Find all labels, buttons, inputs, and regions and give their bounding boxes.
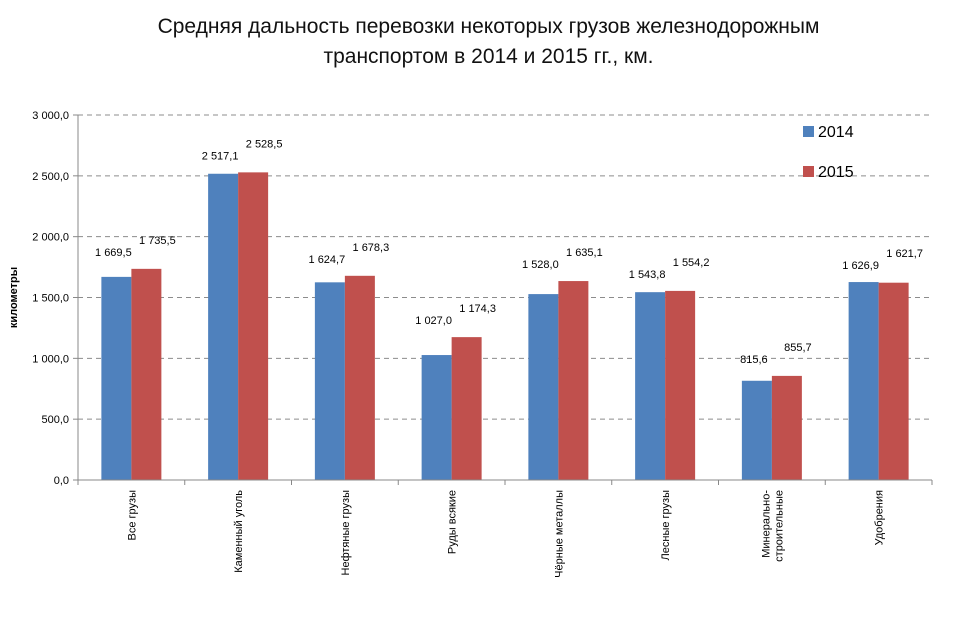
x-category-label-line: Удобрения	[874, 490, 886, 545]
x-category-label-line: Лесные грузы	[660, 490, 672, 561]
legend-swatch-2014	[803, 126, 814, 137]
data-label-2014: 1 528,0	[522, 259, 559, 271]
data-label-2014: 1 626,9	[842, 260, 879, 272]
data-label-2014: 2 517,1	[202, 150, 239, 162]
x-category-label-line: строительные	[773, 490, 785, 562]
y-tick-label: 2 500,0	[32, 171, 69, 183]
x-category-label: Нефтяные грузы	[340, 490, 352, 576]
bar-2015	[558, 281, 589, 480]
legend-label-2014: 2014	[818, 124, 854, 141]
x-category-label: Руды всякие	[447, 490, 459, 554]
axes: 0,0 500,0 1 000,0 1 500,0 2 000,0 2 500,0 3 00…	[8, 110, 933, 578]
chart-title-line-2: транспортом в 2014 и 2015 гг., км.	[323, 45, 654, 68]
data-label-2015: 1 735,5	[139, 235, 176, 247]
chart-title: Средняя дальность перевозки некоторых гр…	[0, 12, 977, 72]
data-label-2014: 1 669,5	[95, 247, 132, 259]
y-tick-label: 3 000,0	[32, 110, 69, 122]
x-category-label: Удобрения	[874, 490, 886, 545]
data-label-2015: 1 174,3	[459, 303, 496, 315]
x-category-label: Все грузы	[126, 490, 138, 541]
x-category-label: Лесные грузы	[660, 490, 672, 561]
x-category-label-line: Чёрные металлы	[553, 490, 565, 578]
bar-2014	[208, 173, 239, 480]
data-label-2014: 1 624,7	[309, 254, 346, 266]
bar-2014	[528, 294, 559, 480]
data-label-2015: 1 635,1	[566, 247, 603, 259]
bar-2015	[878, 282, 909, 480]
bar-2014	[848, 282, 879, 480]
data-label-2015: 1 621,7	[886, 248, 923, 260]
chart-title-line-1: Средняя дальность перевозки некоторых гр…	[157, 15, 820, 38]
legend-swatch-2015	[803, 166, 814, 177]
bar-2015	[451, 337, 482, 480]
data-label-2014: 1 027,0	[415, 315, 452, 327]
bar-2014	[101, 276, 132, 480]
data-label-2014: 1 543,8	[629, 269, 666, 281]
legend-label-2015: 2015	[818, 164, 854, 181]
y-tick-label: 1 000,0	[32, 353, 69, 365]
bar-2015	[131, 268, 162, 480]
x-category-label: Каменный уголь	[233, 490, 245, 573]
data-label-2015: 855,7	[784, 342, 812, 354]
data-label-2015: 1 678,3	[353, 242, 390, 254]
bar-2015	[238, 172, 269, 480]
y-tick-label: 1 500,0	[32, 293, 69, 305]
y-tick-label: 500,0	[41, 414, 69, 426]
bar-2015	[344, 275, 375, 480]
bar-2015	[665, 290, 696, 480]
bar-2014	[421, 355, 452, 480]
data-label-2015: 2 528,5	[246, 138, 283, 150]
y-axis-label: километры	[8, 267, 20, 328]
x-category-label: Чёрные металлы	[553, 490, 565, 578]
x-category-label-line: Все грузы	[126, 490, 138, 541]
y-tick-label: 2 000,0	[32, 232, 69, 244]
data-labels: 1 669,5 1 735,5 2 517,1 2 528,5 1 624,7 1 678…	[95, 138, 923, 366]
legend: 2014 2015	[803, 124, 854, 181]
y-tick-label: 0,0	[54, 475, 69, 487]
bar-2015	[771, 375, 802, 480]
x-category-label-line: Нефтяные грузы	[340, 490, 352, 576]
data-label-2014: 815,6	[740, 354, 768, 366]
bar-2014	[741, 380, 772, 480]
bars	[101, 172, 909, 480]
x-category-label-line: Каменный уголь	[233, 490, 245, 573]
data-label-2015: 1 554,2	[673, 257, 710, 269]
x-category-label-line: Минерально-	[760, 490, 772, 558]
bar-2014	[314, 282, 345, 480]
x-category-label: Минерально-строительные	[760, 490, 785, 562]
x-category-label-line: Руды всякие	[447, 490, 459, 554]
bar-2014	[635, 292, 666, 480]
